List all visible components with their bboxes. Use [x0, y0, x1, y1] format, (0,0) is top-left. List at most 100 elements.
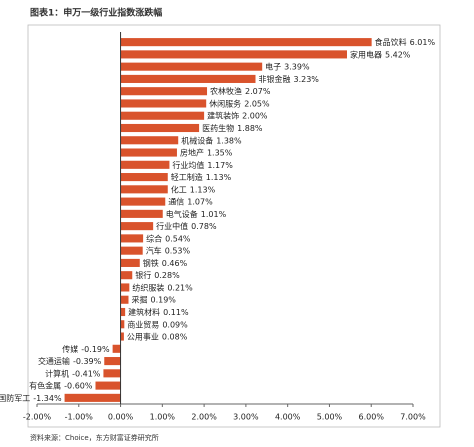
bar	[120, 123, 200, 133]
value-label: 0.19%	[150, 295, 176, 304]
category-label: 通信	[168, 196, 184, 206]
category-label: 纺织服装	[132, 282, 164, 292]
bar-label: 化工 1.13%	[171, 184, 216, 194]
category-label: 轻工制造	[171, 172, 203, 182]
category-label: 建筑材料	[128, 307, 160, 317]
bar-label: 房地产 1.35%	[180, 147, 233, 157]
bar-label: 通信 1.07%	[168, 196, 213, 206]
bar-label: 行业中值 0.78%	[156, 221, 217, 231]
value-label: 1.13%	[190, 185, 216, 194]
bar-label: 商业贸易 0.09%	[127, 319, 188, 329]
bar-label: 综合 0.54%	[146, 233, 191, 243]
bar-label: 建筑装饰 2.00%	[207, 110, 268, 120]
source-note: 资料来源：Choice，东方财富证券研究所	[30, 433, 159, 442]
bar	[120, 87, 208, 96]
bar	[120, 320, 125, 329]
bar	[120, 283, 130, 292]
category-label: 交通运输	[38, 356, 70, 366]
value-label: 1.17%	[207, 160, 233, 169]
chart-frame	[27, 24, 441, 428]
bar	[120, 307, 126, 317]
bar-label: 食品饮料 6.01%	[375, 37, 436, 47]
bar-label: 非银金融 3.23%	[258, 73, 319, 83]
category-label: 行业均值	[172, 159, 204, 169]
bar	[95, 381, 121, 390]
value-label: 0.53%	[165, 246, 191, 255]
category-label: 食品饮料	[375, 37, 407, 47]
bar-label: 交通运输 -0.39%	[38, 356, 102, 366]
category-label: 综合	[146, 233, 162, 243]
category-label: 采掘	[131, 294, 147, 304]
bar-label: 公用事业 0.08%	[127, 331, 188, 341]
bar-label: 电子 3.39%	[265, 61, 310, 71]
value-label: 0.11%	[163, 308, 189, 317]
category-label: 计算机	[45, 368, 69, 378]
x-tick-label: 0.00%	[108, 413, 134, 422]
bar	[120, 173, 168, 182]
x-tick-label: 4.00%	[275, 413, 301, 422]
x-tick-label: 3.00%	[233, 413, 259, 422]
category-label: 钢铁	[143, 257, 159, 267]
value-label: 6.01%	[410, 38, 436, 47]
x-tick-label: 5.00%	[317, 413, 343, 422]
category-label: 房地产	[180, 147, 204, 157]
category-label: 建筑装饰	[207, 110, 239, 120]
bar	[120, 38, 372, 47]
bar-label: 家用电器 5.42%	[350, 49, 411, 59]
value-label: 0.28%	[154, 271, 180, 280]
value-label: 0.09%	[162, 320, 188, 329]
value-label: 2.07%	[245, 87, 271, 96]
bar-label: 电气设备 1.01%	[166, 208, 227, 218]
bar-label: 休闲服务 2.05%	[209, 98, 270, 108]
bar	[120, 197, 166, 206]
bar	[120, 332, 124, 341]
category-label: 休闲服务	[209, 98, 241, 108]
category-label: 电子	[265, 61, 281, 71]
x-tick-label: -1.00%	[65, 413, 94, 422]
category-label: 有色金属	[29, 380, 61, 390]
bar	[120, 136, 179, 145]
value-label: -0.19%	[81, 344, 110, 353]
x-tick-label: 2.00%	[191, 413, 217, 422]
value-label: 0.78%	[191, 222, 217, 231]
bar-label: 行业均值 1.17%	[172, 159, 233, 169]
value-label: 0.46%	[162, 258, 188, 267]
x-tick-label: 6.00%	[359, 413, 385, 422]
bar	[112, 344, 121, 353]
bar-label: 有色金属 -0.60%	[29, 380, 93, 390]
bar	[120, 246, 143, 255]
category-label: 电气设备	[166, 208, 198, 218]
bar	[120, 74, 256, 83]
value-label: 1.01%	[201, 209, 227, 218]
value-label: 0.08%	[162, 332, 188, 341]
x-tick-label: 7.00%	[400, 413, 426, 422]
bar	[120, 271, 133, 280]
category-label: 行业中值	[156, 221, 188, 231]
chart-title: 图表1：申万一级行业指数涨跌幅	[30, 7, 162, 19]
bar-label: 建筑材料 0.11%	[128, 307, 189, 317]
value-label: -1.34%	[33, 393, 62, 402]
value-label: 5.42%	[385, 50, 411, 59]
value-label: -0.41%	[72, 369, 101, 378]
bar-label: 传媒 -0.19%	[62, 343, 110, 353]
bar	[103, 369, 121, 378]
bar	[120, 234, 144, 243]
value-label: 0.54%	[165, 234, 191, 243]
bar	[120, 99, 207, 108]
bar-label: 国防军工 -1.34%	[0, 392, 62, 402]
value-label: -0.39%	[73, 357, 102, 366]
category-label: 银行	[135, 270, 151, 280]
bar	[104, 357, 121, 366]
value-label: 2.00%	[242, 111, 268, 120]
category-label: 国防军工	[0, 392, 30, 402]
bar-label: 轻工制造 1.13%	[171, 172, 232, 182]
bar	[120, 295, 129, 304]
x-tick-label: -2.00%	[23, 413, 52, 422]
bar-label: 纺织服装 0.21%	[132, 282, 193, 292]
bar-label: 汽车 0.53%	[146, 245, 191, 255]
bar-label: 钢铁 0.46%	[143, 257, 188, 267]
x-tick-label: 1.00%	[150, 413, 176, 422]
bar-label: 机械设备 1.38%	[181, 135, 242, 145]
value-label: 1.13%	[206, 173, 232, 182]
